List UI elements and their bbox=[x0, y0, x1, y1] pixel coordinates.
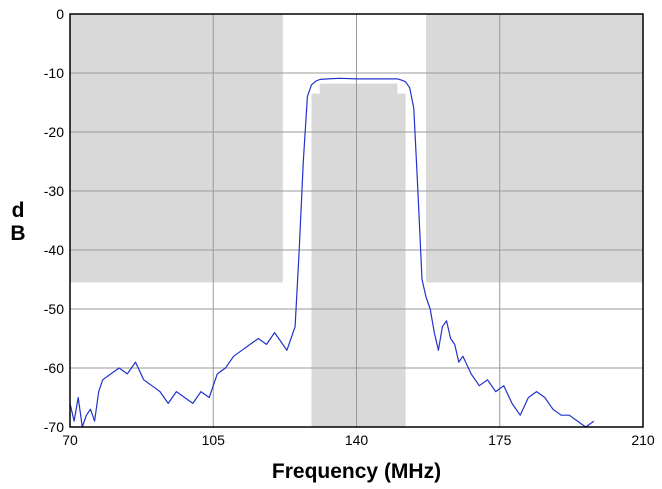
x-axis-label: Frequency (MHz) bbox=[272, 460, 441, 483]
y-tick-label: 0 bbox=[56, 6, 64, 22]
x-tick-label: 105 bbox=[202, 432, 226, 448]
y-tick-label: -10 bbox=[44, 65, 64, 81]
y-tick-labels: 0 -10 -20 -30 -40 -50 -60 -70 bbox=[44, 6, 64, 435]
plot-frame bbox=[69, 13, 644, 428]
x-tick-label: 70 bbox=[62, 432, 78, 448]
y-axis-label-line-2: B bbox=[10, 222, 25, 245]
x-tick-label: 210 bbox=[631, 432, 655, 448]
passband-mask-step bbox=[311, 93, 406, 428]
x-tick-label: 175 bbox=[488, 432, 512, 448]
y-tick-label: -70 bbox=[44, 419, 64, 435]
y-tick-label: -60 bbox=[44, 360, 64, 376]
y-axis-label-line-1: d bbox=[12, 199, 25, 222]
upper-stopband-mask bbox=[426, 14, 643, 283]
y-tick-label: -20 bbox=[44, 124, 64, 140]
mask-regions bbox=[70, 14, 643, 428]
y-tick-label: -40 bbox=[44, 242, 64, 258]
y-tick-label: -50 bbox=[44, 301, 64, 317]
y-tick-label: -30 bbox=[44, 183, 64, 199]
lower-stopband-mask bbox=[70, 14, 283, 283]
x-tick-label: 140 bbox=[345, 432, 369, 448]
x-tick-labels: 70 105 140 175 210 bbox=[62, 432, 655, 448]
response-trace bbox=[69, 77, 595, 428]
series-layer bbox=[69, 77, 595, 428]
